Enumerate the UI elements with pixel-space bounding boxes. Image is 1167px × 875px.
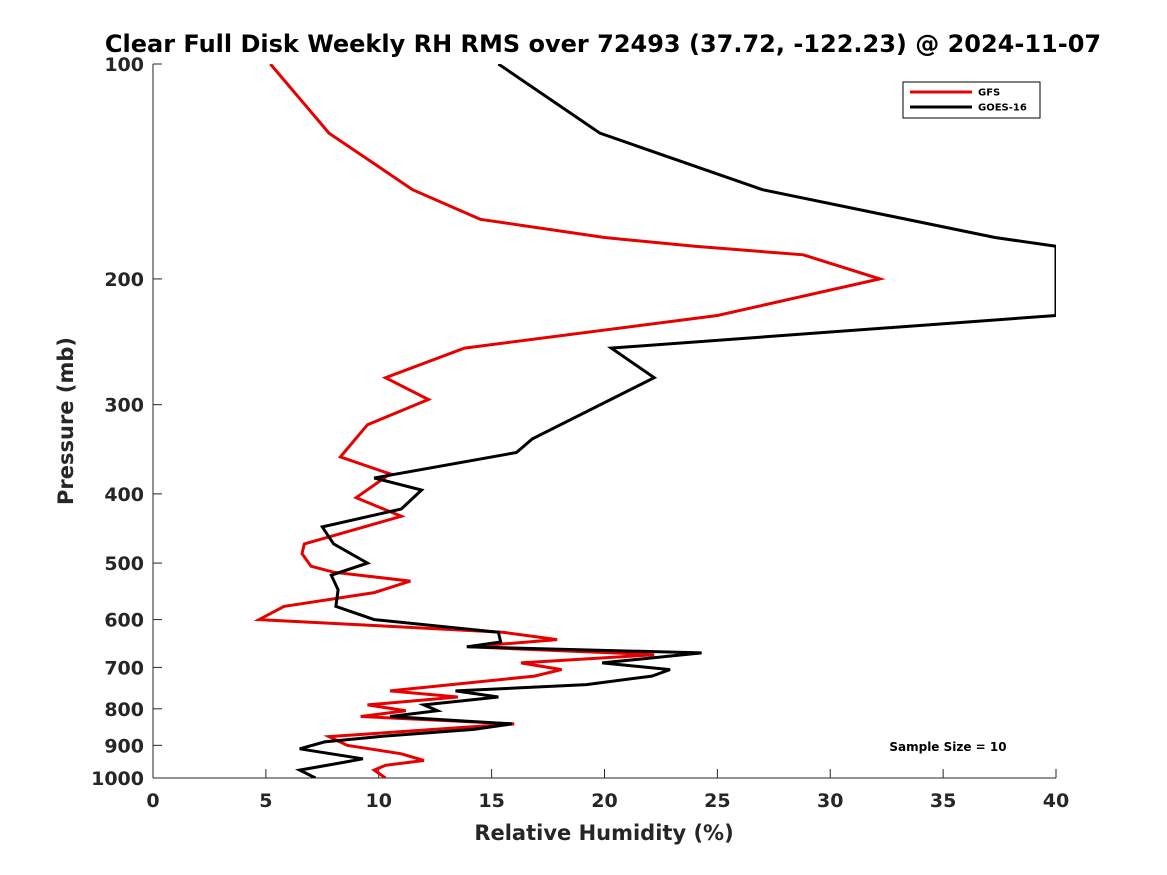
x-tick-label: 30 — [817, 790, 843, 812]
series-layer — [253, 64, 1056, 778]
y-tick-label: 800 — [104, 699, 144, 721]
y-tick-label: 700 — [104, 657, 144, 679]
x-tick-label: 0 — [146, 790, 159, 812]
chart-title: Clear Full Disk Weekly RH RMS over 72493… — [105, 30, 1101, 58]
legend-box — [902, 81, 1041, 119]
legend: GFS GOES-16 — [902, 81, 1041, 119]
axes: 0 5 10 15 20 25 30 35 40 100 200 300 400 500 600 700 800… — [91, 54, 1069, 812]
legend-label: GFS — [978, 88, 1000, 99]
x-tick-label: 25 — [704, 790, 730, 812]
plot-area: 0 5 10 15 20 25 30 35 40 100 200 300 400 500 600 700 800… — [91, 54, 1069, 812]
x-tick-label: 35 — [930, 790, 956, 812]
y-axis-label: Pressure (mb) — [54, 337, 78, 505]
y-tick-label: 300 — [104, 395, 144, 417]
y-tick-label: 1000 — [91, 768, 144, 790]
x-tick-label: 10 — [366, 790, 392, 812]
y-tick-label: 400 — [104, 484, 144, 506]
x-tick-label: 5 — [259, 790, 272, 812]
y-tick-label: 200 — [104, 269, 144, 291]
series-line-goes-16 — [294, 64, 1056, 778]
x-axis-label: Relative Humidity (%) — [474, 821, 733, 845]
x-tick-label: 40 — [1043, 790, 1069, 812]
y-tick-label: 900 — [104, 735, 144, 757]
legend-label: GOES-16 — [978, 103, 1027, 114]
x-tick-label: 20 — [591, 790, 617, 812]
x-tick-label: 15 — [478, 790, 504, 812]
y-tick-label: 600 — [104, 610, 144, 632]
sample-size-annotation: Sample Size = 10 — [889, 740, 1006, 754]
y-tick-label: 500 — [104, 553, 144, 575]
y-tick-label: 100 — [104, 54, 144, 76]
